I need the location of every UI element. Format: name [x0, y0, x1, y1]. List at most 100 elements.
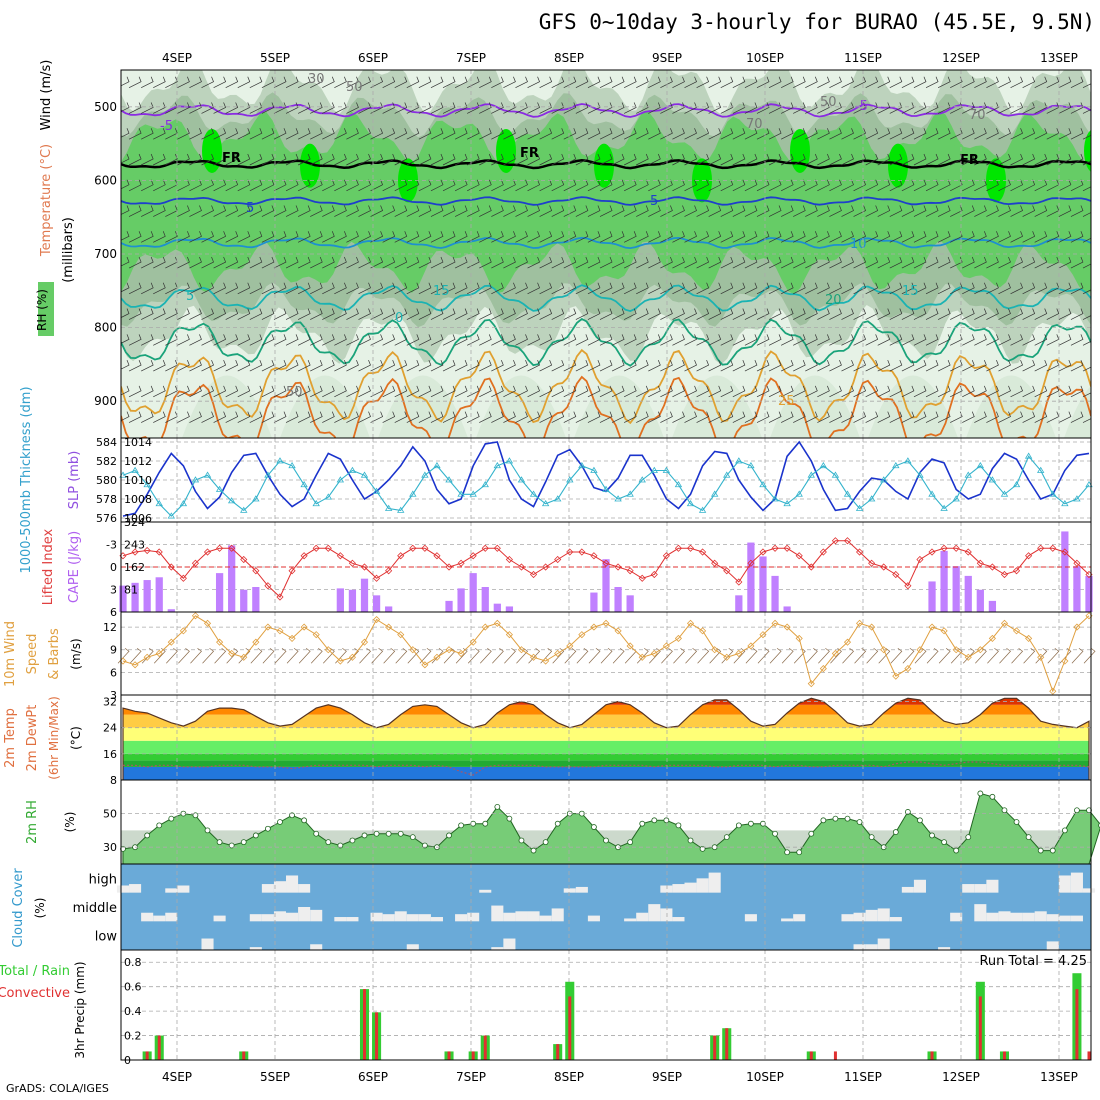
wind-barb [454, 359, 468, 372]
precip-convective-bar [713, 1035, 717, 1060]
wind-barb [370, 308, 384, 320]
precip-convective-bar [1075, 989, 1079, 1060]
rh-point [252, 832, 259, 839]
wind-barb [177, 153, 190, 166]
wind-barb [913, 256, 927, 269]
wind-barb [998, 128, 1011, 140]
wind-barb [442, 359, 456, 372]
wind-speed-point [445, 646, 453, 654]
cape-bar [614, 587, 622, 612]
wind-barb-10m [516, 647, 528, 664]
lifted-index-point [699, 548, 707, 556]
wind-barb [913, 359, 927, 372]
wind-barb [121, 385, 130, 396]
wind-barb [1022, 334, 1036, 346]
wind-barb [732, 205, 746, 217]
rh-point [168, 815, 175, 822]
thickness-point [372, 487, 381, 494]
rh-point [965, 834, 972, 841]
wind-barb [322, 308, 335, 320]
wind-barb [322, 153, 335, 166]
wind-barb [539, 231, 553, 243]
wind-barb [805, 128, 818, 140]
cape-axis-label: CAPE (J/kg) [67, 531, 82, 603]
wind-barb [877, 153, 891, 166]
wind-barb [611, 282, 625, 295]
wind-barb [491, 359, 504, 372]
wind-barb [599, 231, 613, 243]
wind-barb-10m [552, 647, 565, 664]
wind-barb [249, 179, 263, 192]
rh-point [192, 812, 199, 819]
wind-barb [430, 102, 444, 114]
wind-barb [454, 256, 468, 269]
wind-barb [418, 231, 432, 243]
contour-label: 70 [746, 117, 763, 132]
wind-barb [684, 308, 697, 320]
wind-label-a: 10m Wind [3, 621, 18, 687]
temp-label-c: (6hr Min/Max) [47, 696, 61, 780]
wind-barb [346, 411, 359, 423]
wind-barb [297, 128, 311, 140]
wind-barb [1010, 308, 1023, 320]
thickness-point [1024, 452, 1033, 459]
wind-barb [744, 153, 758, 166]
cloud-cell [696, 878, 709, 893]
precip-tick: 0 [124, 1054, 131, 1067]
cloud-cell [660, 908, 673, 922]
wind-barb [394, 308, 408, 320]
wind-barb [551, 334, 565, 346]
wind-barb [962, 359, 975, 372]
wind-barb-10m [1023, 647, 1036, 664]
wind-barb [901, 179, 915, 192]
wind-barb [213, 153, 227, 166]
cape-bar [626, 595, 634, 612]
wind-barb [551, 411, 565, 423]
wind-barb [877, 334, 891, 346]
rh-point [796, 849, 803, 856]
wind-barb [140, 256, 154, 269]
lifted-index-point [1073, 559, 1081, 567]
wind-barb [454, 153, 468, 166]
wind-barb [611, 76, 625, 89]
lifted-index-point [868, 559, 876, 567]
wind-barb [491, 334, 504, 346]
wind-barb [189, 282, 202, 295]
wind-barb [805, 282, 818, 295]
wind-barb [1034, 282, 1048, 295]
wind-barb [732, 334, 746, 346]
wind-barb [189, 76, 202, 89]
cloud-cell [418, 914, 431, 922]
wind-barb-10m [745, 647, 758, 664]
rh-tick: 50 [103, 808, 117, 821]
thickness-point [1073, 495, 1081, 502]
rh-point [1049, 847, 1056, 854]
wind-barb [249, 308, 263, 320]
wind-barb [841, 231, 854, 243]
wind-barb [793, 231, 806, 243]
wind-barb [153, 308, 166, 320]
wind-barb [793, 205, 806, 217]
cape-bar [167, 609, 175, 612]
wind-barb [925, 231, 939, 243]
wind-barb [805, 205, 818, 217]
wind-barb [1022, 411, 1036, 423]
wind-speed-point [723, 653, 731, 661]
contour-label: 5 [650, 194, 658, 209]
wind-barb [853, 231, 867, 243]
wind-barb [974, 411, 987, 423]
wind-speed-point [928, 623, 936, 631]
wind-barb [527, 282, 540, 295]
wind-barb [563, 76, 577, 89]
wind-barb [732, 256, 746, 269]
wind-barb [696, 231, 710, 243]
thickness-point [686, 499, 695, 507]
wind-barb [575, 334, 589, 346]
wind-barb [853, 334, 867, 346]
thickness-point [348, 466, 357, 473]
wind-barb [1034, 153, 1048, 166]
wind-barb [370, 385, 384, 398]
wind-barb [1058, 102, 1072, 114]
wind-barb [623, 153, 637, 166]
wind-barb [334, 205, 347, 217]
